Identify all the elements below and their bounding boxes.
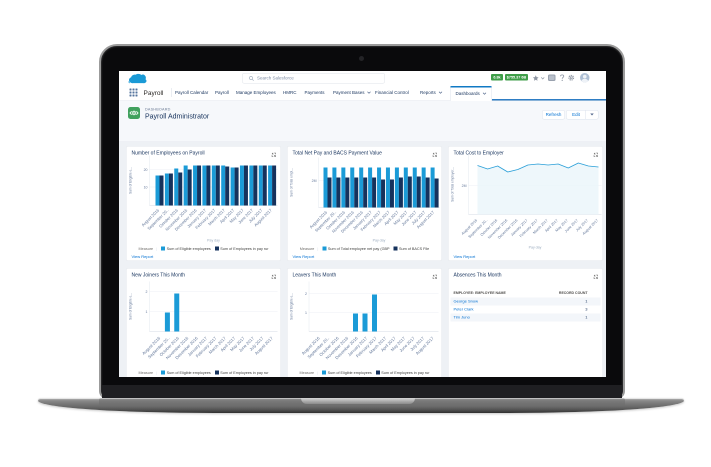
svg-text:20: 20: [144, 168, 148, 172]
svg-text:2M: 2M: [312, 179, 317, 183]
svg-text:2: 2: [146, 290, 148, 294]
svg-text:1: 1: [146, 310, 148, 314]
svg-text:10: 10: [144, 185, 148, 189]
svg-text:Sum of Total employer...: Sum of Total employer...: [451, 167, 455, 202]
svg-text:1: 1: [305, 311, 307, 315]
svg-text:Sum of Total empl...: Sum of Total empl...: [290, 168, 294, 197]
svg-text:2: 2: [305, 292, 307, 296]
svg-text:Sum of Eligible e...: Sum of Eligible e...: [290, 293, 294, 320]
svg-text:Pay day: Pay day: [529, 246, 542, 250]
svg-text:Pay day: Pay day: [207, 239, 220, 243]
svg-text:Sum of Eligible e...: Sum of Eligible e...: [129, 167, 133, 194]
svg-text:Pay day: Pay day: [373, 239, 386, 243]
svg-text:2M: 2M: [462, 184, 467, 188]
svg-text:Sum of Eligible e...: Sum of Eligible e...: [129, 293, 133, 320]
